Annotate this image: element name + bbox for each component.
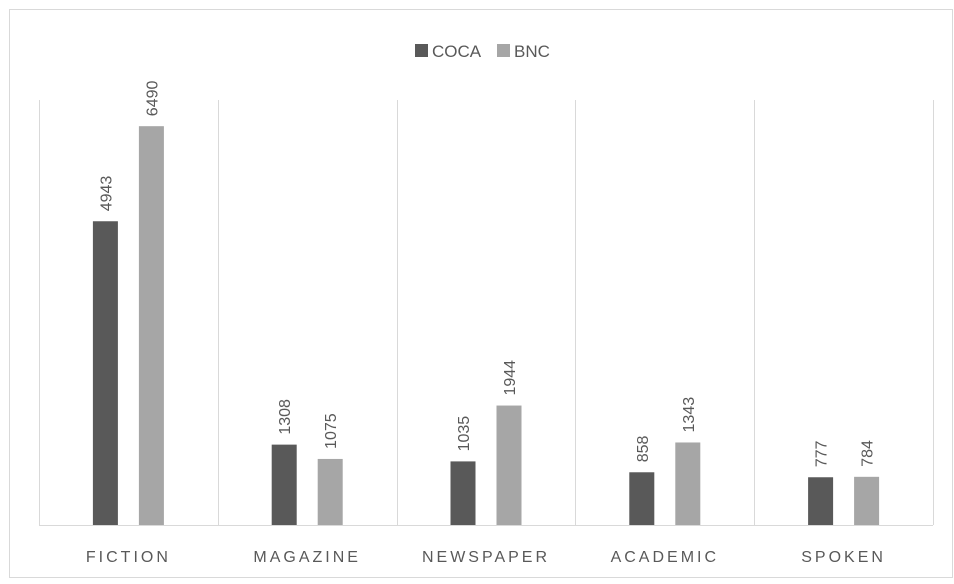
data-label-bnc-magazine: 1075 (323, 413, 340, 449)
legend-swatch-coca (415, 44, 428, 57)
category-label-academic: ACADEMIC (611, 549, 719, 566)
category-label-magazine: MAGAZINE (253, 549, 361, 566)
bar-coca-academic (629, 472, 655, 525)
data-label-coca-newspaper: 1035 (456, 416, 473, 452)
bar-coca-newspaper (450, 461, 476, 525)
bar-coca-spoken (808, 477, 834, 525)
category-label-newspaper: NEWSPAPER (422, 549, 550, 566)
bar-bnc-magazine (317, 458, 343, 525)
legend-label-bnc: BNC (514, 42, 550, 61)
data-label-coca-academic: 858 (635, 435, 652, 462)
data-label-bnc-newspaper: 1944 (502, 360, 519, 396)
data-label-bnc-fiction: 6490 (144, 80, 161, 116)
bar-coca-fiction (92, 221, 118, 525)
chart-border (9, 9, 953, 578)
category-label-fiction: FICTION (86, 549, 171, 566)
bar-bnc-fiction (138, 126, 164, 525)
data-label-coca-magazine: 1308 (277, 399, 294, 435)
legend: COCA BNC (415, 42, 550, 61)
bar-coca-magazine (271, 444, 297, 525)
legend-swatch-bnc (497, 44, 510, 57)
bar-bnc-academic (675, 442, 701, 525)
data-label-coca-fiction: 4943 (98, 176, 115, 212)
data-label-bnc-spoken: 784 (860, 440, 877, 467)
bar-bnc-newspaper (496, 405, 522, 525)
plot-area: 4943 6490 FICTION 1308 1075 MAGAZINE 1035 1944 N… (39, 80, 934, 566)
data-label-bnc-academic: 1343 (681, 397, 698, 433)
bar-bnc-spoken (854, 476, 880, 525)
category-label-spoken: SPOKEN (801, 549, 886, 566)
legend-label-coca: COCA (432, 42, 482, 61)
data-label-coca-spoken: 777 (814, 440, 831, 467)
